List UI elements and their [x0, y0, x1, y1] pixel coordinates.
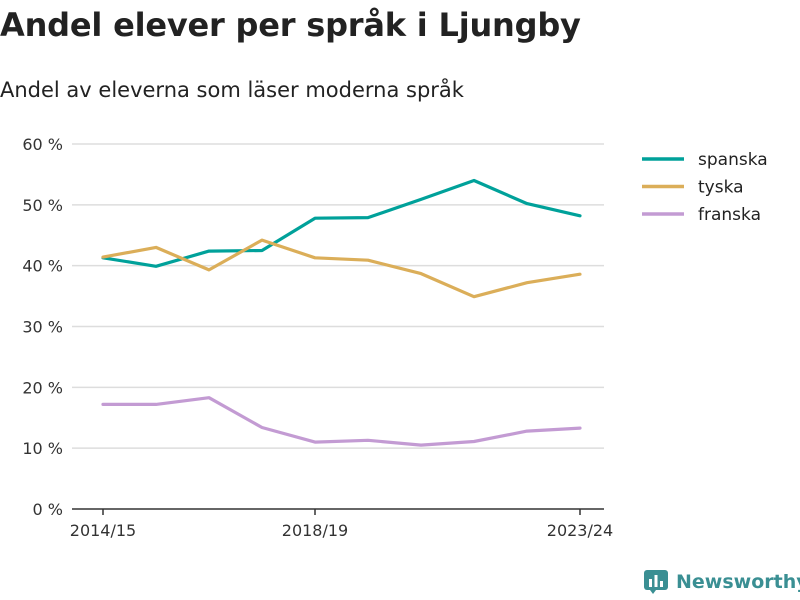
legend: spanska tyska franska — [642, 150, 768, 225]
brand-name: Newsworthy — [676, 571, 800, 593]
legend-label-spanska: spanska — [698, 150, 768, 170]
series-lines — [101, 178, 582, 447]
series-line-franska — [101, 396, 582, 447]
line-chart: 0 % 10 % 20 % 30 % 40 % 50 % 60 % 2014/15 2018/… — [22, 135, 768, 540]
chart-subtitle: Andel av eleverna som läser moderna språ… — [0, 78, 464, 102]
x-axis: 2014/15 2018/19 2023/24 — [70, 508, 613, 540]
legend-label-franska: franska — [698, 205, 761, 225]
y-tick-label: 30 % — [22, 318, 63, 337]
bar-chart-logo-icon — [644, 570, 668, 594]
y-tick-label: 40 % — [22, 257, 63, 276]
y-tick-label: 50 % — [22, 196, 63, 215]
legend-label-tyska: tyska — [698, 178, 744, 198]
x-tick-label: 2023/24 — [547, 521, 613, 540]
y-tick-label: 60 % — [22, 135, 63, 154]
y-axis: 0 % 10 % 20 % 30 % 40 % 50 % 60 % — [22, 135, 63, 519]
series-line-spanska — [101, 178, 582, 268]
y-tick-label: 20 % — [22, 378, 63, 397]
grid — [72, 143, 604, 449]
y-tick-label: 10 % — [22, 439, 63, 458]
x-tick-label: 2014/15 — [70, 521, 136, 540]
brand: Newsworthy — [644, 570, 800, 594]
x-tick-label: 2018/19 — [282, 521, 348, 540]
chart-title: Andel elever per språk i Ljungby — [0, 6, 581, 44]
y-tick-label: 0 % — [33, 500, 63, 519]
series-line-tyska — [101, 238, 582, 299]
